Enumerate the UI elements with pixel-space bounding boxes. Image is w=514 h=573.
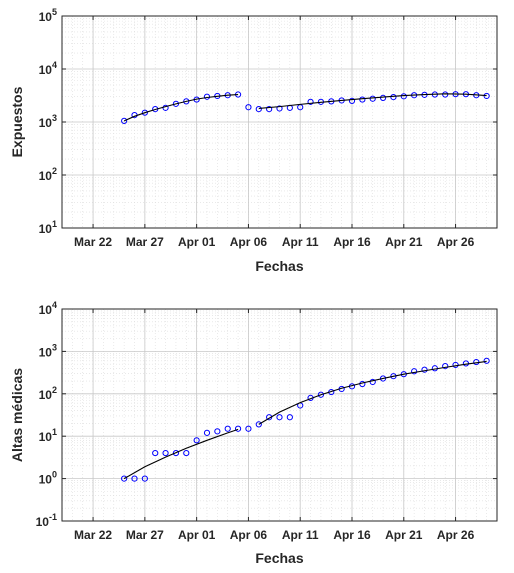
y-tick-label: 101 — [39, 219, 57, 236]
data-point — [276, 105, 283, 112]
x-axis-label: Fechas — [255, 258, 303, 274]
y-tick-label: 102 — [39, 166, 57, 183]
x-tick-label: Mar 22 — [74, 235, 112, 249]
data-point — [214, 428, 221, 435]
x-tick-label: Apr 16 — [333, 235, 371, 249]
x-tick-label: Apr 26 — [437, 528, 475, 542]
data-point — [162, 449, 169, 457]
data-point — [131, 475, 138, 482]
fit-line — [258, 93, 487, 110]
x-tick-label: Apr 21 — [385, 528, 423, 542]
data-point — [379, 94, 387, 101]
data-point — [255, 421, 262, 428]
data-point — [245, 425, 252, 432]
x-tick-label: Mar 22 — [74, 528, 112, 542]
x-tick-label: Apr 11 — [282, 235, 319, 249]
y-axis-label: Expuestos — [9, 86, 25, 157]
data-point — [411, 368, 418, 375]
data-point — [141, 475, 148, 482]
data-point — [359, 96, 366, 103]
fit-line — [123, 93, 239, 122]
fit-line — [123, 428, 239, 480]
x-tick-label: Apr 06 — [230, 528, 268, 542]
data-point — [224, 425, 231, 432]
data-point — [193, 437, 200, 444]
data-point — [172, 449, 180, 457]
x-tick-label: Mar 27 — [126, 528, 164, 542]
x-tick-label: Apr 06 — [230, 235, 268, 249]
data-point — [266, 106, 273, 113]
x-tick-label: Apr 21 — [385, 235, 423, 249]
fit-line — [258, 360, 487, 425]
data-point — [255, 106, 262, 113]
y-tick-label: 101 — [39, 427, 57, 444]
y-axis-label: Altas médicas — [9, 368, 25, 462]
data-point — [121, 475, 128, 482]
y-tick-label: 102 — [39, 385, 57, 402]
data-point — [276, 414, 283, 421]
data-point — [369, 378, 376, 386]
data-point — [172, 100, 180, 107]
x-tick-label: Apr 01 — [178, 528, 216, 542]
y-tick-label: 10-1 — [36, 512, 57, 529]
x-tick-label: Mar 27 — [126, 235, 164, 249]
data-point — [442, 91, 449, 98]
axes-box — [61, 308, 498, 522]
data-point — [317, 391, 325, 398]
data-point — [421, 366, 428, 373]
x-axis-label: Fechas — [255, 550, 303, 566]
data-point — [307, 98, 314, 105]
data-point — [442, 363, 449, 370]
data-point — [203, 429, 211, 436]
y-tick-label: 104 — [39, 60, 57, 77]
data-point — [483, 357, 490, 364]
x-tick-label: Apr 26 — [437, 235, 475, 249]
data-point — [390, 93, 397, 101]
data-point — [183, 449, 190, 457]
data-point — [245, 104, 252, 111]
y-tick-label: 103 — [39, 113, 57, 130]
y-tick-label: 103 — [39, 342, 57, 359]
altas-medicas-chart: Mar 22 Mar 27 Apr 01 Apr 06 Apr 11 Apr 16 Apr … — [9, 300, 498, 566]
y-tick-label: 100 — [39, 470, 57, 487]
data-point — [183, 98, 190, 105]
data-point — [400, 93, 407, 100]
data-point — [141, 109, 148, 116]
data-point — [348, 97, 356, 105]
data-point — [286, 414, 293, 421]
x-tick-label: Apr 01 — [178, 235, 216, 249]
data-point — [152, 449, 159, 457]
expuestos-chart: Mar 22 Mar 27 Apr 01 Apr 06 Apr 11 Apr 16 Apr … — [9, 7, 498, 274]
x-tick-label: Apr 11 — [282, 528, 319, 542]
data-point — [121, 117, 128, 124]
data-point — [369, 95, 376, 102]
y-tick-label: 104 — [39, 300, 57, 317]
x-tick-label: Apr 16 — [333, 528, 371, 542]
y-tick-label: 105 — [39, 7, 57, 24]
data-point — [234, 425, 242, 432]
